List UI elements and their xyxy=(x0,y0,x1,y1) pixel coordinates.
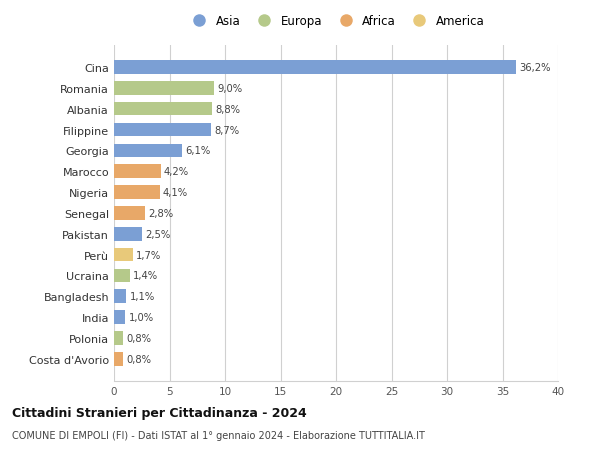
Text: 0,8%: 0,8% xyxy=(126,354,151,364)
Bar xyxy=(114,123,211,137)
Text: Cittadini Stranieri per Cittadinanza - 2024: Cittadini Stranieri per Cittadinanza - 2… xyxy=(12,406,307,419)
Bar xyxy=(114,352,123,366)
Text: 9,0%: 9,0% xyxy=(217,84,242,94)
Text: 1,0%: 1,0% xyxy=(128,313,154,322)
Text: 2,5%: 2,5% xyxy=(145,229,170,239)
Bar xyxy=(114,269,130,283)
Bar xyxy=(114,248,133,262)
Legend: Asia, Europa, Africa, America: Asia, Europa, Africa, America xyxy=(187,15,485,28)
Text: 1,7%: 1,7% xyxy=(136,250,161,260)
Bar xyxy=(114,186,160,199)
Text: 1,1%: 1,1% xyxy=(130,291,155,302)
Text: 1,4%: 1,4% xyxy=(133,271,158,281)
Bar xyxy=(114,290,126,303)
Text: 4,1%: 4,1% xyxy=(163,188,188,198)
Bar xyxy=(114,103,212,116)
Bar xyxy=(114,144,182,158)
Text: 8,7%: 8,7% xyxy=(214,125,239,135)
Bar xyxy=(114,207,145,220)
Bar xyxy=(114,311,125,324)
Text: 2,8%: 2,8% xyxy=(148,208,173,218)
Bar xyxy=(114,331,123,345)
Text: 6,1%: 6,1% xyxy=(185,146,210,156)
Text: 4,2%: 4,2% xyxy=(164,167,189,177)
Bar xyxy=(114,228,142,241)
Text: 0,8%: 0,8% xyxy=(126,333,151,343)
Text: 8,8%: 8,8% xyxy=(215,105,240,114)
Bar xyxy=(114,61,516,75)
Text: 36,2%: 36,2% xyxy=(519,63,551,73)
Text: COMUNE DI EMPOLI (FI) - Dati ISTAT al 1° gennaio 2024 - Elaborazione TUTTITALIA.: COMUNE DI EMPOLI (FI) - Dati ISTAT al 1°… xyxy=(12,430,425,440)
Bar xyxy=(114,165,161,179)
Bar xyxy=(114,82,214,95)
